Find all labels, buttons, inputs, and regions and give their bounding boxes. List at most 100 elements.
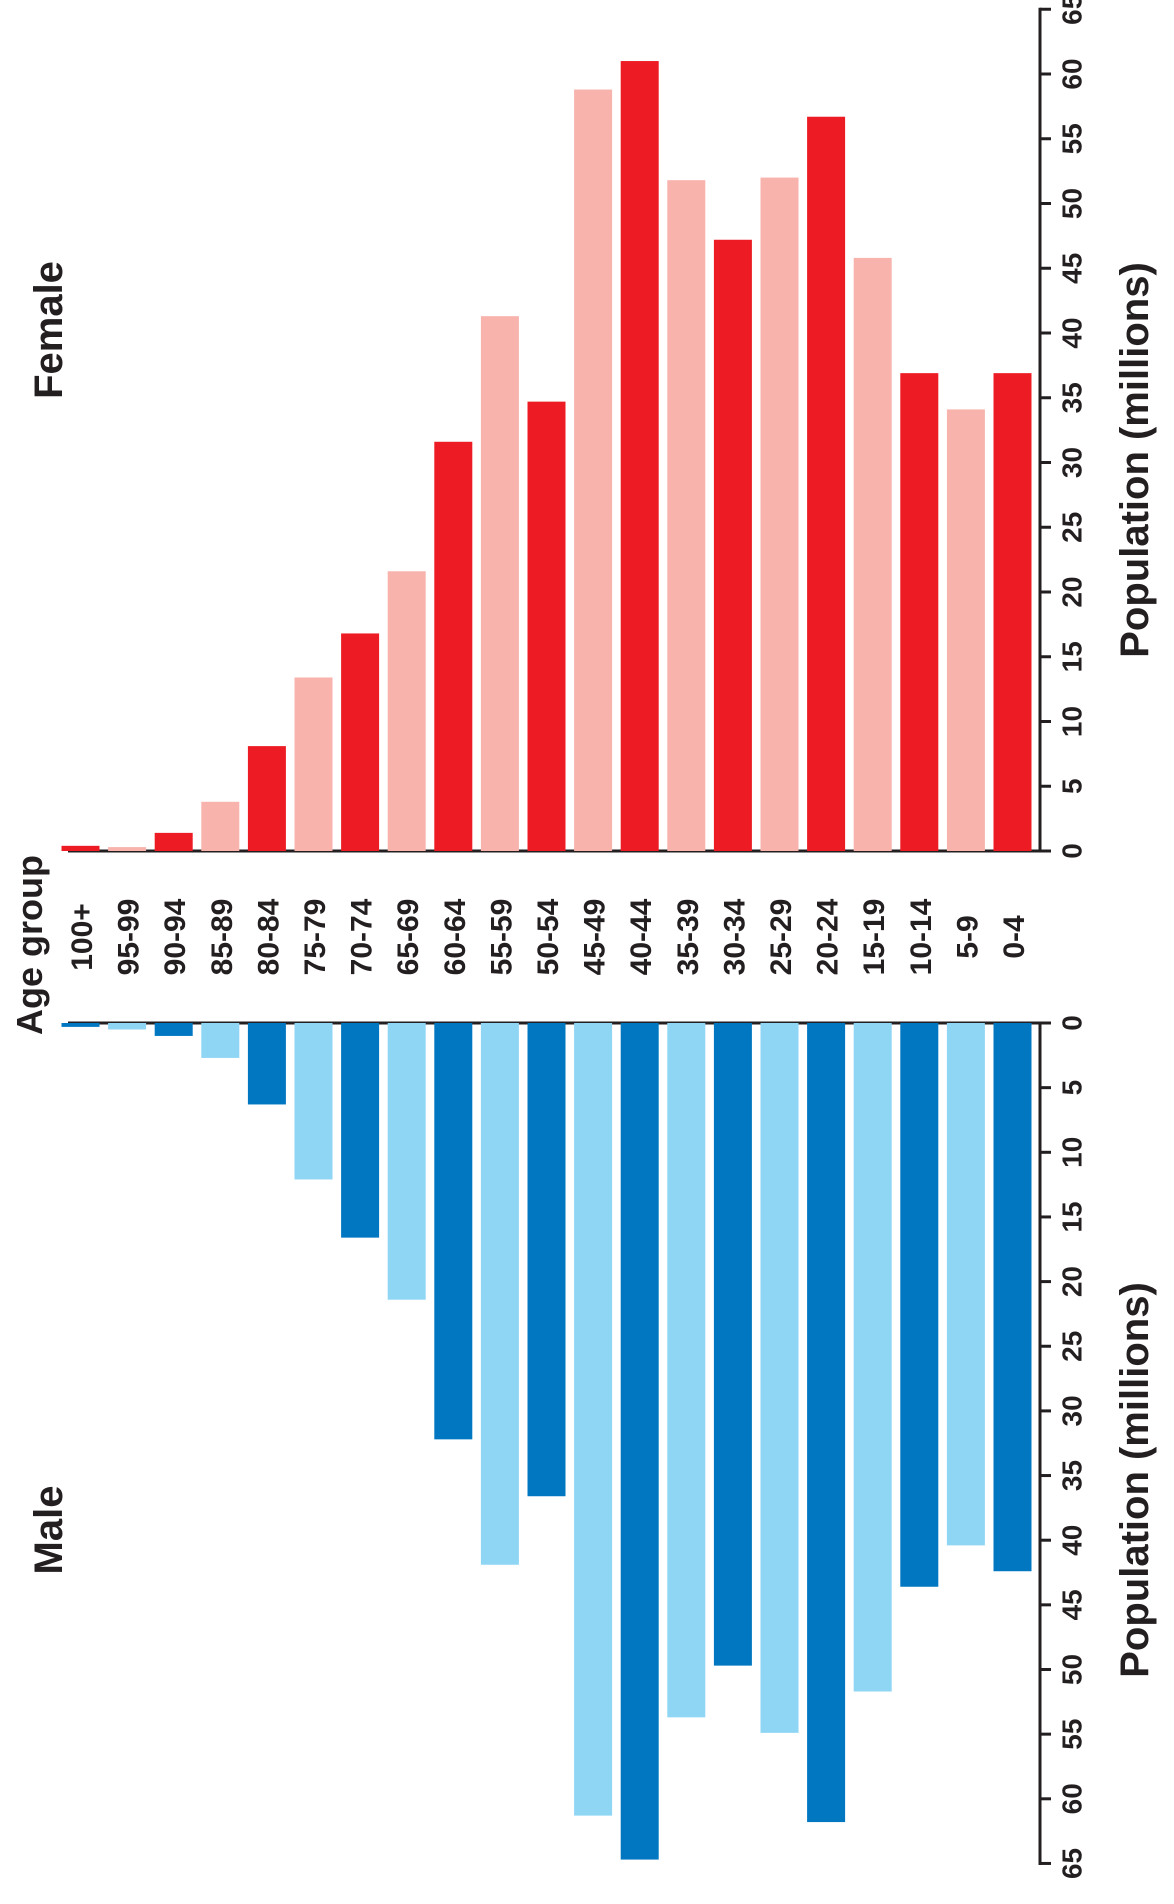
age-label-60-64: 60-64 bbox=[439, 898, 472, 975]
male-tick-label-45: 45 bbox=[1057, 1589, 1088, 1620]
male-bar-95-99 bbox=[108, 1023, 147, 1030]
female-tick-label-5: 5 bbox=[1057, 778, 1088, 794]
male-tick-label-5: 5 bbox=[1057, 1080, 1088, 1096]
age-label-40-44: 40-44 bbox=[625, 898, 658, 975]
male-bar-35-39 bbox=[667, 1023, 706, 1718]
male-tick-label-65: 65 bbox=[1057, 1848, 1088, 1879]
female-bar-65-69 bbox=[387, 571, 426, 851]
female-bar-35-39 bbox=[667, 180, 706, 851]
female-tick-label-20: 20 bbox=[1057, 576, 1088, 607]
male-bars bbox=[61, 1023, 1032, 1860]
age-label-65-69: 65-69 bbox=[392, 899, 425, 976]
age-group-axis-title: Age group bbox=[9, 855, 50, 1035]
female-bar-50-54 bbox=[527, 401, 566, 851]
female-tick-label-50: 50 bbox=[1057, 188, 1088, 219]
female-bar-20-24 bbox=[807, 116, 846, 852]
age-label-50-54: 50-54 bbox=[532, 898, 565, 975]
male-tick-label-20: 20 bbox=[1057, 1266, 1088, 1297]
female-bar-100+ bbox=[61, 845, 100, 851]
age-label-90-94: 90-94 bbox=[159, 898, 192, 975]
female-tick-label-45: 45 bbox=[1057, 253, 1088, 284]
male-axis-title: Population (millions) bbox=[1113, 1282, 1157, 1678]
female-tick-label-25: 25 bbox=[1057, 512, 1088, 543]
male-tick-label-55: 55 bbox=[1057, 1719, 1088, 1750]
age-label-100+: 100+ bbox=[66, 903, 99, 971]
age-label-25-29: 25-29 bbox=[765, 899, 798, 976]
age-label-35-39: 35-39 bbox=[672, 899, 705, 976]
female-bar-10-14 bbox=[900, 373, 939, 851]
female-bar-80-84 bbox=[247, 746, 286, 851]
female-tick-label-10: 10 bbox=[1057, 706, 1088, 737]
female-tick-label-40: 40 bbox=[1057, 317, 1088, 348]
male-bar-65-69 bbox=[387, 1023, 426, 1300]
female-bar-30-34 bbox=[713, 239, 752, 851]
female-bar-45-49 bbox=[574, 89, 613, 852]
female-bar-40-44 bbox=[620, 61, 659, 852]
age-group-labels: 100+ 95-99 90-94 85-89 80-84 75-79 70-74 65-69 6… bbox=[66, 898, 1031, 975]
male-tick-label-60: 60 bbox=[1057, 1783, 1088, 1814]
male-tick-label-40: 40 bbox=[1057, 1525, 1088, 1556]
female-axis-title: Population (millions) bbox=[1113, 262, 1157, 658]
female-tick-label-65: 65 bbox=[1057, 0, 1088, 25]
male-bar-40-44 bbox=[620, 1023, 659, 1860]
female-tick-label-30: 30 bbox=[1057, 447, 1088, 478]
male-tick-label-10: 10 bbox=[1057, 1137, 1088, 1168]
female-bars bbox=[61, 61, 1032, 852]
age-label-0-4: 0-4 bbox=[998, 915, 1031, 959]
age-label-20-24: 20-24 bbox=[812, 898, 845, 975]
female-bar-85-89 bbox=[201, 801, 240, 851]
age-label-10-14: 10-14 bbox=[905, 898, 938, 975]
female-bar-60-64 bbox=[434, 441, 473, 851]
female-bar-55-59 bbox=[480, 316, 519, 851]
female-bar-90-94 bbox=[154, 832, 193, 851]
male-bar-75-79 bbox=[294, 1023, 333, 1180]
male-tick-label-25: 25 bbox=[1057, 1331, 1088, 1362]
male-bar-20-24 bbox=[807, 1023, 846, 1823]
age-label-80-84: 80-84 bbox=[252, 898, 285, 975]
male-bar-100+ bbox=[61, 1023, 100, 1027]
male-series-label: Male bbox=[27, 1486, 71, 1575]
male-tick-label-30: 30 bbox=[1057, 1395, 1088, 1426]
female-bar-5-9 bbox=[946, 409, 985, 851]
female-tick-label-60: 60 bbox=[1057, 58, 1088, 89]
age-label-85-89: 85-89 bbox=[206, 899, 239, 976]
female-tick-label-15: 15 bbox=[1057, 641, 1088, 672]
female-bar-25-29 bbox=[760, 177, 799, 852]
age-label-5-9: 5-9 bbox=[951, 915, 984, 958]
age-label-15-19: 15-19 bbox=[858, 899, 891, 976]
female-bar-75-79 bbox=[294, 677, 333, 851]
female-tick-label-55: 55 bbox=[1057, 123, 1088, 154]
male-bar-30-34 bbox=[713, 1023, 752, 1666]
male-bar-10-14 bbox=[900, 1023, 939, 1587]
male-bar-0-4 bbox=[993, 1023, 1032, 1572]
female-bar-95-99 bbox=[108, 847, 147, 851]
male-tick-label-50: 50 bbox=[1057, 1654, 1088, 1685]
male-bar-80-84 bbox=[247, 1023, 286, 1105]
female-bar-70-74 bbox=[341, 633, 380, 851]
female-bar-0-4 bbox=[993, 373, 1032, 851]
female-bar-15-19 bbox=[853, 257, 892, 851]
male-tick-label-0: 0 bbox=[1057, 1015, 1088, 1031]
male-bar-85-89 bbox=[201, 1023, 240, 1058]
female-tick-label-35: 35 bbox=[1057, 382, 1088, 413]
age-label-55-59: 55-59 bbox=[485, 899, 518, 976]
age-label-95-99: 95-99 bbox=[113, 899, 146, 976]
age-label-70-74: 70-74 bbox=[346, 898, 379, 975]
female-tick-label-0: 0 bbox=[1057, 843, 1088, 859]
male-bar-55-59 bbox=[480, 1023, 519, 1565]
male-bar-5-9 bbox=[946, 1023, 985, 1546]
male-bar-25-29 bbox=[760, 1023, 799, 1733]
male-bar-90-94 bbox=[154, 1023, 193, 1036]
male-tick-label-35: 35 bbox=[1057, 1460, 1088, 1491]
male-bar-50-54 bbox=[527, 1023, 566, 1497]
male-bar-60-64 bbox=[434, 1023, 473, 1440]
male-bar-15-19 bbox=[853, 1023, 892, 1692]
female-population-axis: 0 5 10 15 20 25 30 35 40 45 50 55 60 65 bbox=[68, 0, 1088, 859]
male-bar-45-49 bbox=[574, 1023, 613, 1816]
age-label-30-34: 30-34 bbox=[718, 898, 751, 975]
age-label-75-79: 75-79 bbox=[299, 899, 332, 976]
age-label-45-49: 45-49 bbox=[579, 899, 612, 976]
female-series-label: Female bbox=[27, 261, 71, 399]
male-bar-70-74 bbox=[341, 1023, 380, 1238]
